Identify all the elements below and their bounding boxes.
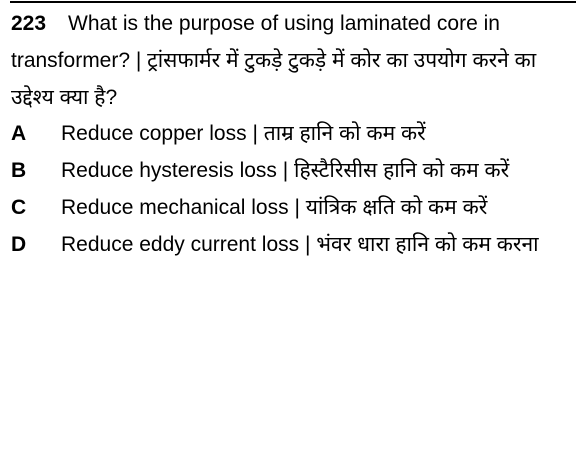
question-text: What is the purpose of using laminated c… [11, 12, 537, 109]
option-c[interactable]: C Reduce mechanical loss | यांत्रिक क्षति… [11, 190, 559, 227]
option-text: Reduce eddy current loss | भंवर धारा हान… [61, 232, 539, 256]
question-stem: 223 What is the purpose of using laminate… [11, 6, 559, 116]
option-a[interactable]: A Reduce copper loss | ताम्र हानि को कम क… [11, 116, 559, 153]
question-card: 223 What is the purpose of using laminate… [11, 6, 559, 263]
option-letter: A [11, 122, 27, 146]
option-text: Reduce mechanical loss | यांत्रिक क्षति … [61, 195, 488, 219]
option-letter: D [11, 232, 27, 256]
option-letter: C [11, 195, 27, 219]
option-d[interactable]: D Reduce eddy current loss | भंवर धारा हा… [11, 227, 559, 264]
option-text: Reduce hysteresis loss | हिस्टैरिसीस हान… [61, 159, 510, 182]
option-b[interactable]: B Reduce hysteresis loss | हिस्टैरिसीस हा… [11, 153, 559, 190]
top-divider [10, 1, 576, 3]
option-text: Reduce copper loss | ताम्र हानि को कम कर… [61, 122, 426, 146]
option-letter: B [11, 159, 27, 182]
question-number: 223 [11, 12, 47, 35]
